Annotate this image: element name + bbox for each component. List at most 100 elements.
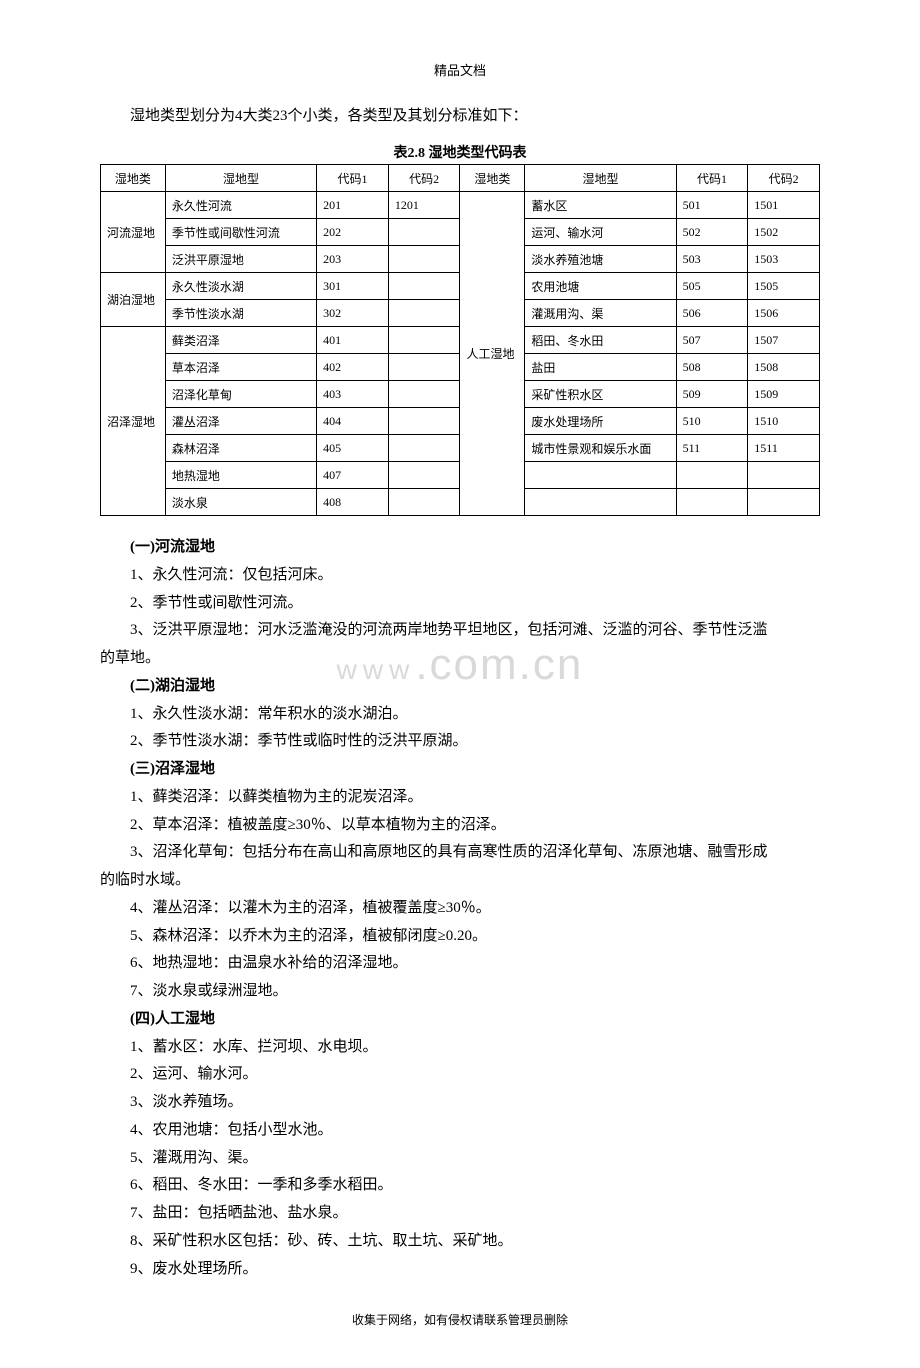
cell-c2 [388, 435, 460, 462]
content-area: (一)河流湿地1、永久性河流：仅包括河床。2、季节性或间歇性河流。3、泛洪平原湿… [100, 534, 820, 1283]
cell-c1 [676, 489, 748, 516]
section-heading: (四)人工湿地 [100, 1006, 820, 1034]
cell-c2 [388, 489, 460, 516]
cell-c1: 202 [317, 219, 389, 246]
section-item-cont: 的草地。 [100, 645, 820, 673]
cell-c1: 401 [317, 327, 389, 354]
cell-type: 盐田 [525, 354, 676, 381]
section-item: 4、农用池塘：包括小型水池。 [100, 1117, 820, 1145]
section-heading: (二)湖泊湿地 [100, 673, 820, 701]
th-cat-r: 湿地类 [460, 165, 525, 192]
section-item: 6、稻田、冬水田：一季和多季水稻田。 [100, 1172, 820, 1200]
section-item: 8、采矿性积水区包括：砂、砖、土坑、取土坑、采矿地。 [100, 1228, 820, 1256]
section-heading: (一)河流湿地 [100, 534, 820, 562]
section-item: 5、灌溉用沟、渠。 [100, 1145, 820, 1173]
cell-c1: 509 [676, 381, 748, 408]
cell-type: 废水处理场所 [525, 408, 676, 435]
section-item: 4、灌丛沼泽：以灌木为主的沼泽，植被覆盖度≥30％。 [100, 895, 820, 923]
cell-c1: 203 [317, 246, 389, 273]
section-item: 3、泛洪平原湿地：河水泛滥淹没的河流两岸地势平坦地区，包括河滩、泛滥的河谷、季节… [100, 617, 820, 645]
wetland-codes-table: 湿地类 湿地型 代码1 代码2 湿地类 湿地型 代码1 代码2 河流湿地永久性河… [100, 164, 820, 516]
cell-type: 农用池塘 [525, 273, 676, 300]
cell-category: 湖泊湿地 [101, 273, 166, 327]
cell-c2: 1201 [388, 192, 460, 219]
section-item: 2、草本沼泽：植被盖度≥30％、以草本植物为主的沼泽。 [100, 812, 820, 840]
page-footer: 收集于网络，如有侵权请联系管理员删除 [100, 1311, 820, 1328]
th-c2-l: 代码2 [388, 165, 460, 192]
cell-type: 灌丛沼泽 [165, 408, 316, 435]
th-type-l: 湿地型 [165, 165, 316, 192]
cell-category: 人工湿地 [460, 192, 525, 516]
cell-c2 [388, 381, 460, 408]
cell-type: 淡水养殖池塘 [525, 246, 676, 273]
cell-type: 季节性或间歇性河流 [165, 219, 316, 246]
th-c1-l: 代码1 [317, 165, 389, 192]
cell-c1: 302 [317, 300, 389, 327]
cell-c1: 408 [317, 489, 389, 516]
cell-c1: 502 [676, 219, 748, 246]
th-c2-r: 代码2 [748, 165, 820, 192]
cell-c1: 402 [317, 354, 389, 381]
cell-c1: 501 [676, 192, 748, 219]
intro-text: 湿地类型划分为4大类23个小类，各类型及其划分标准如下： [100, 103, 820, 130]
cell-c1: 508 [676, 354, 748, 381]
section-item: 1、蓄水区：水库、拦河坝、水电坝。 [100, 1034, 820, 1062]
table-row: 河流湿地永久性河流2011201人工湿地蓄水区5011501 [101, 192, 820, 219]
cell-type: 稻田、冬水田 [525, 327, 676, 354]
section-item: 2、季节性淡水湖：季节性或临时性的泛洪平原湖。 [100, 728, 820, 756]
cell-category: 沼泽湿地 [101, 327, 166, 516]
section-item: 2、季节性或间歇性河流。 [100, 590, 820, 618]
section-item: 1、藓类沼泽：以藓类植物为主的泥炭沼泽。 [100, 784, 820, 812]
page-header: 精品文档 [100, 60, 820, 79]
cell-c1: 404 [317, 408, 389, 435]
cell-type: 永久性河流 [165, 192, 316, 219]
section-item: 6、地热湿地：由温泉水补给的沼泽湿地。 [100, 950, 820, 978]
cell-c2: 1509 [748, 381, 820, 408]
cell-c2 [388, 354, 460, 381]
cell-type: 泛洪平原湿地 [165, 246, 316, 273]
cell-type: 地热湿地 [165, 462, 316, 489]
cell-c2 [388, 408, 460, 435]
cell-type [525, 489, 676, 516]
section-item: 1、永久性淡水湖：常年积水的淡水湖泊。 [100, 701, 820, 729]
cell-c1: 201 [317, 192, 389, 219]
cell-c1: 503 [676, 246, 748, 273]
cell-c2: 1510 [748, 408, 820, 435]
cell-c1 [676, 462, 748, 489]
cell-c1: 403 [317, 381, 389, 408]
th-cat-l: 湿地类 [101, 165, 166, 192]
cell-c1: 407 [317, 462, 389, 489]
th-type-r: 湿地型 [525, 165, 676, 192]
cell-type: 灌溉用沟、渠 [525, 300, 676, 327]
cell-c2 [388, 219, 460, 246]
cell-c1: 505 [676, 273, 748, 300]
section-item: 3、淡水养殖场。 [100, 1089, 820, 1117]
cell-c2 [388, 300, 460, 327]
section-item: 1、永久性河流：仅包括河床。 [100, 562, 820, 590]
cell-c2: 1505 [748, 273, 820, 300]
cell-c2 [748, 462, 820, 489]
section-item: 9、废水处理场所。 [100, 1256, 820, 1284]
table-header-row: 湿地类 湿地型 代码1 代码2 湿地类 湿地型 代码1 代码2 [101, 165, 820, 192]
section-item: 2、运河、输水河。 [100, 1061, 820, 1089]
cell-c2: 1502 [748, 219, 820, 246]
section-item: 5、森林沼泽：以乔木为主的沼泽，植被郁闭度≥0.20。 [100, 923, 820, 951]
cell-c2 [748, 489, 820, 516]
section-item: 7、淡水泉或绿洲湿地。 [100, 978, 820, 1006]
cell-type: 沼泽化草甸 [165, 381, 316, 408]
section-item: 3、沼泽化草甸：包括分布在高山和高原地区的具有高寒性质的沼泽化草甸、冻原池塘、融… [100, 839, 820, 867]
cell-type: 藓类沼泽 [165, 327, 316, 354]
cell-c2 [388, 273, 460, 300]
cell-c1: 506 [676, 300, 748, 327]
section-item-cont: 的临时水域。 [100, 867, 820, 895]
cell-c2 [388, 462, 460, 489]
cell-c2: 1508 [748, 354, 820, 381]
cell-type: 城市性景观和娱乐水面 [525, 435, 676, 462]
section-heading: (三)沼泽湿地 [100, 756, 820, 784]
cell-type: 草本沼泽 [165, 354, 316, 381]
cell-type: 采矿性积水区 [525, 381, 676, 408]
cell-c1: 301 [317, 273, 389, 300]
cell-c2: 1503 [748, 246, 820, 273]
cell-c2: 1506 [748, 300, 820, 327]
cell-type: 森林沼泽 [165, 435, 316, 462]
